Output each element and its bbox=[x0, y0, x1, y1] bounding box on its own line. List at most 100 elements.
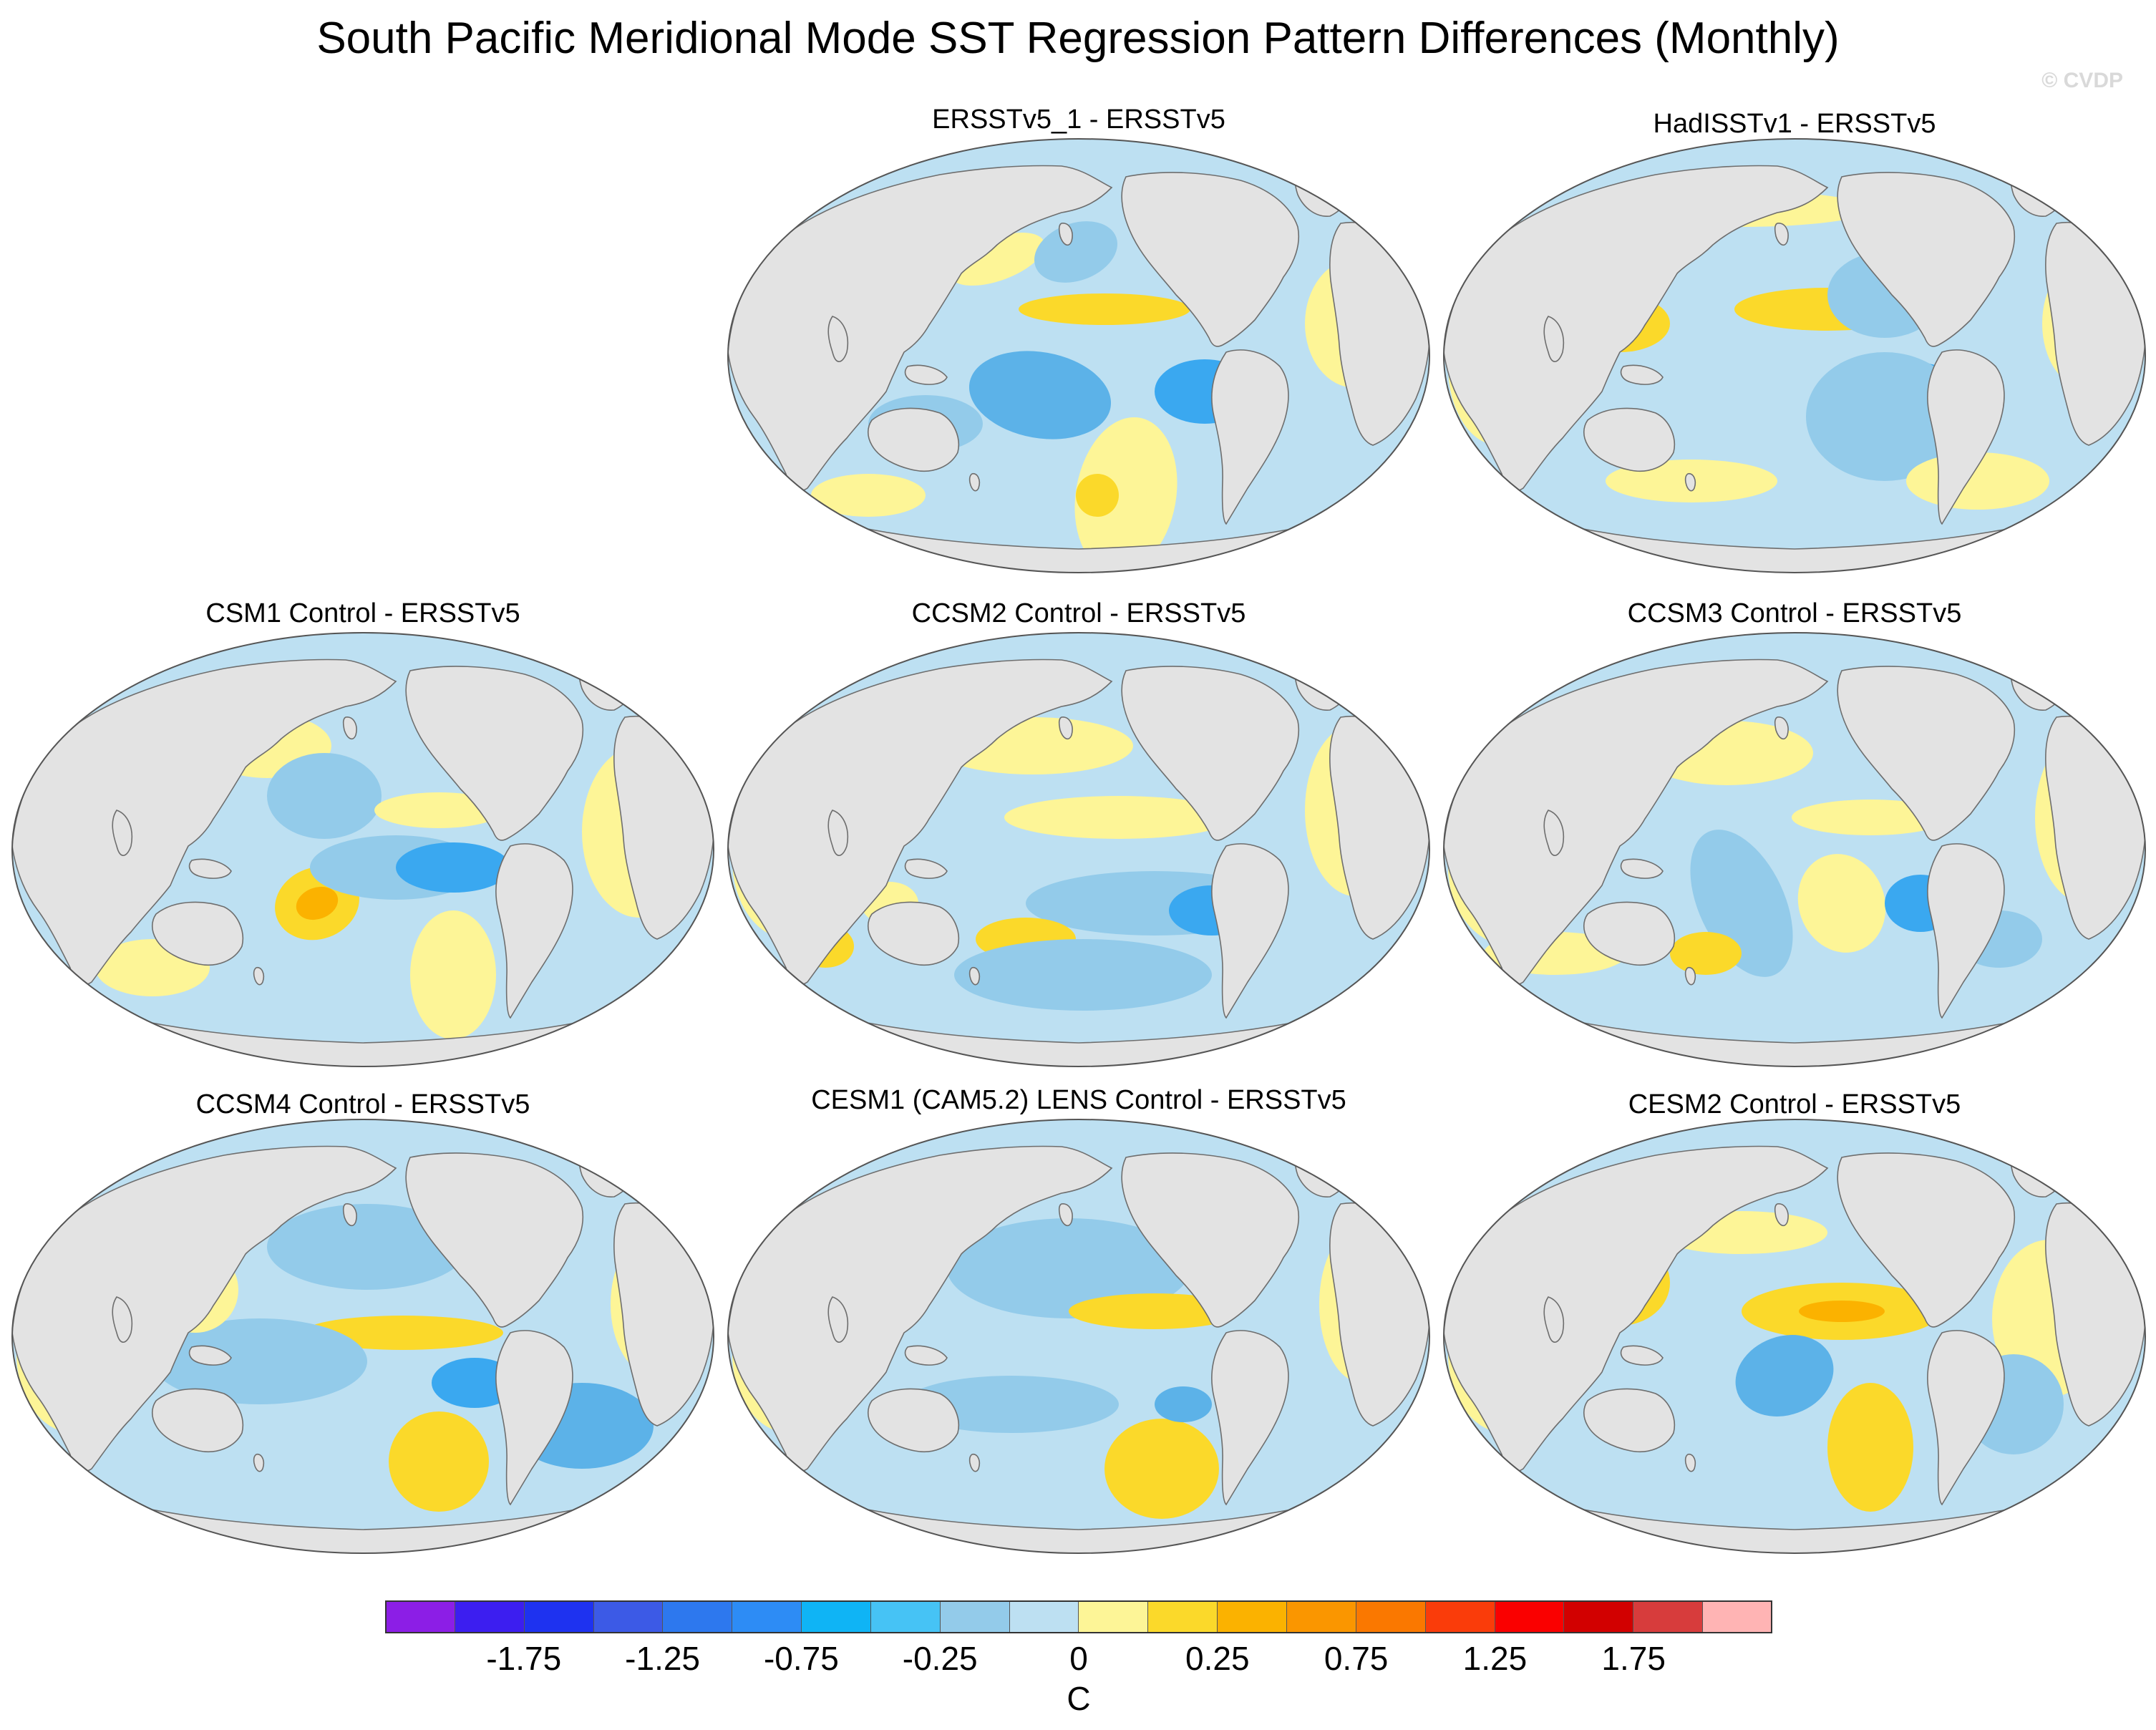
colorbar bbox=[385, 1600, 1772, 1633]
map-panel-p7 bbox=[727, 1119, 1430, 1554]
anomaly-region bbox=[968, 351, 1112, 439]
map-panel-p4 bbox=[727, 632, 1430, 1067]
colorbar-swatch bbox=[940, 1600, 1010, 1633]
land-mass bbox=[405, 666, 584, 841]
land-mass bbox=[1583, 1388, 1675, 1452]
land-mass bbox=[1837, 666, 2016, 841]
map-panel-p6 bbox=[11, 1119, 714, 1554]
colorbar-tick-label: 1.75 bbox=[1601, 1640, 1666, 1677]
figure-title: South Pacific Meridional Mode SST Regres… bbox=[316, 14, 1840, 63]
colorbar-tick-label: 0.25 bbox=[1185, 1640, 1250, 1677]
map-border bbox=[1443, 632, 2146, 1067]
map-border bbox=[727, 138, 1430, 573]
land-mass bbox=[1058, 223, 1073, 246]
colorbar-swatch bbox=[1633, 1600, 1704, 1633]
land-mass bbox=[827, 810, 848, 856]
panel-title-p7: CESM1 (CAM5.2) LENS Control - ERSSTv5 bbox=[811, 1085, 1346, 1115]
colorbar-swatch bbox=[1495, 1600, 1565, 1633]
land-mass bbox=[1543, 810, 1564, 856]
land-mass bbox=[867, 1388, 959, 1452]
anomaly-region bbox=[1827, 1383, 1913, 1512]
panel-title-p6: CCSM4 Control - ERSSTv5 bbox=[195, 1089, 530, 1119]
land-mass bbox=[495, 843, 573, 1019]
anomaly-region bbox=[954, 939, 1212, 1011]
anomaly-region bbox=[1670, 932, 1742, 975]
land-mass bbox=[1543, 1296, 1564, 1343]
land-mass bbox=[1684, 472, 1696, 492]
map-border bbox=[1443, 1119, 2146, 1554]
land-mass bbox=[1121, 666, 1300, 841]
land-mass bbox=[1058, 1203, 1073, 1227]
watermark: © CVDP bbox=[2041, 69, 2123, 92]
land-mass bbox=[1121, 1152, 1300, 1328]
land-mass bbox=[253, 1453, 265, 1472]
land-mass bbox=[1583, 407, 1675, 472]
colorbar-swatch bbox=[802, 1600, 871, 1633]
panel-title-p4: CCSM2 Control - ERSSTv5 bbox=[911, 598, 1246, 628]
colorbar-swatch bbox=[455, 1600, 525, 1633]
land-mass bbox=[1927, 349, 2005, 525]
land-mass bbox=[342, 716, 357, 740]
anomaly-region bbox=[1076, 474, 1119, 517]
land-mass bbox=[968, 472, 981, 492]
colorbar-swatch bbox=[1286, 1600, 1356, 1633]
land-mass bbox=[904, 1345, 948, 1366]
land-mass bbox=[1543, 316, 1564, 362]
map-border bbox=[11, 632, 714, 1067]
colorbar-swatch bbox=[1148, 1600, 1218, 1633]
land-mass bbox=[1684, 1453, 1696, 1472]
colorbar-swatch bbox=[524, 1600, 594, 1633]
colorbar-swatch bbox=[385, 1600, 455, 1633]
panel-title-p3: CSM1 Control - ERSSTv5 bbox=[205, 598, 520, 628]
colorbar-tick-label: 0 bbox=[1069, 1640, 1088, 1677]
land-mass bbox=[827, 316, 848, 362]
colorbar-swatch bbox=[593, 1600, 664, 1633]
land-mass bbox=[1058, 716, 1073, 740]
land-mass bbox=[112, 810, 132, 856]
land-mass bbox=[1211, 349, 1289, 525]
colorbar-tick-label: -1.25 bbox=[625, 1640, 701, 1677]
colorbar-swatch bbox=[1079, 1600, 1149, 1633]
land-mass bbox=[188, 858, 232, 879]
panel-title-p1: ERSSTv5_1 - ERSSTv5 bbox=[932, 105, 1225, 135]
land-mass bbox=[904, 364, 948, 385]
land-mass bbox=[188, 1345, 232, 1366]
map-panel-p2 bbox=[1443, 138, 2146, 573]
anomaly-region bbox=[1799, 1301, 1885, 1322]
anomaly-region bbox=[1034, 221, 1118, 283]
map-border bbox=[11, 1119, 714, 1554]
anomaly-region bbox=[1104, 1419, 1219, 1519]
anomaly-region bbox=[1155, 1386, 1212, 1422]
colorbar-swatch bbox=[1564, 1600, 1634, 1633]
map-panel-p5 bbox=[1443, 632, 2146, 1067]
anomaly-region bbox=[949, 233, 1045, 286]
land-mass bbox=[1774, 1203, 1789, 1227]
land-mass bbox=[1837, 172, 2016, 347]
land-mass bbox=[904, 858, 948, 879]
land-mass bbox=[1620, 858, 1664, 879]
land-mass bbox=[253, 966, 265, 986]
panel-title-p5: CCSM3 Control - ERSSTv5 bbox=[1627, 598, 1962, 628]
anomaly-region bbox=[389, 1411, 489, 1512]
anomaly-region bbox=[396, 842, 510, 893]
anomaly-region bbox=[296, 886, 339, 920]
land-mass bbox=[867, 407, 959, 472]
anomaly-region bbox=[947, 1218, 1190, 1318]
colorbar-swatch bbox=[1009, 1600, 1079, 1633]
anomaly-region bbox=[152, 1318, 367, 1404]
land-mass bbox=[1121, 172, 1300, 347]
land-mass bbox=[1774, 716, 1789, 740]
anomaly-region bbox=[374, 792, 503, 828]
anomaly-region bbox=[267, 1204, 467, 1290]
colorbar-tick-label: 0.75 bbox=[1324, 1640, 1389, 1677]
colorbar-swatch bbox=[1356, 1600, 1426, 1633]
anomaly-region bbox=[1069, 1293, 1240, 1329]
land-mass bbox=[867, 901, 959, 966]
land-mass bbox=[827, 1296, 848, 1343]
map-border bbox=[1443, 138, 2146, 573]
colorbar-tick-label: 1.25 bbox=[1462, 1640, 1528, 1677]
panel-title-p2: HadISSTv1 - ERSSTv5 bbox=[1653, 109, 1936, 139]
land-mass bbox=[1620, 364, 1664, 385]
land-mass bbox=[1927, 1330, 2005, 1506]
anomaly-region bbox=[1004, 796, 1233, 839]
